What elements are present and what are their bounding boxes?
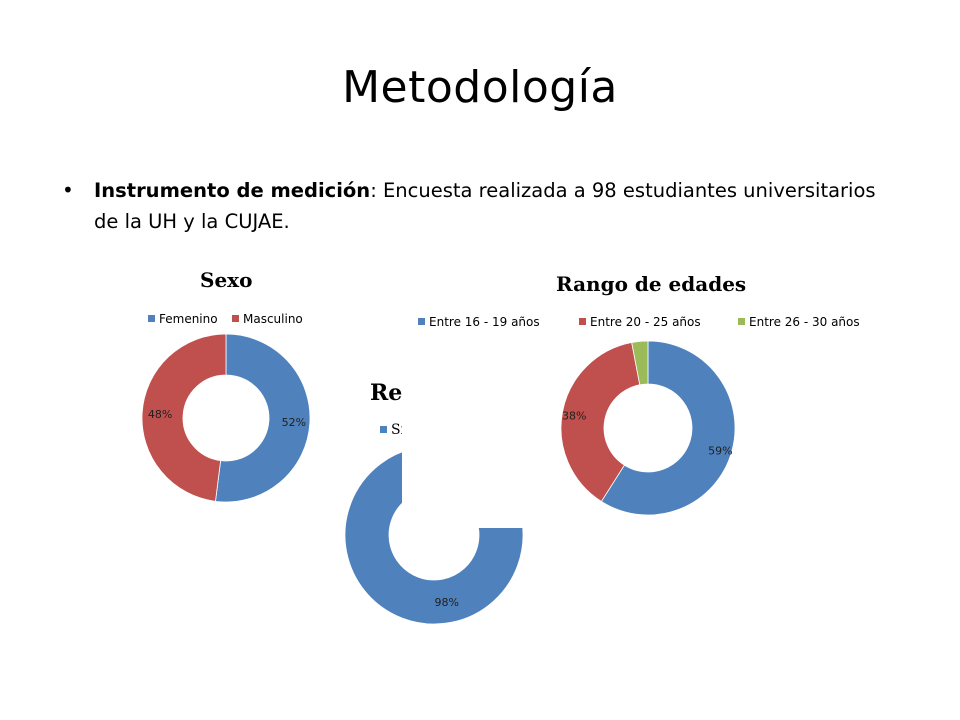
chart-title: Rango de edades xyxy=(556,272,747,296)
legend-item-26-30: Entre 26 - 30 años xyxy=(738,315,860,329)
data-label: 48% xyxy=(148,408,172,421)
bullet-label: Instrumento de medición xyxy=(94,179,371,202)
legend-item-masculino: Masculino xyxy=(232,312,303,326)
bullet-dot: • xyxy=(62,178,74,202)
pie-slice-2 xyxy=(560,342,641,503)
legend-item-20-25: Entre 20 - 25 años xyxy=(579,315,701,329)
pie-slice-1 xyxy=(600,340,736,516)
data-label: 38% xyxy=(562,409,586,422)
pie-slice-2 xyxy=(141,333,227,502)
legend-swatch xyxy=(380,426,387,433)
bullet-text: Instrumento de medición: Encuesta realiz… xyxy=(94,175,894,237)
chart-title: Sexo xyxy=(200,268,253,292)
pie-slice-1 xyxy=(215,333,311,503)
donut-chart-rango-edades: 59% 38% 3% xyxy=(560,336,736,516)
bullet-body: Encuesta realizada a 98 estudiantes univ… xyxy=(94,179,876,233)
legend-swatch xyxy=(579,318,586,325)
data-label: 98% xyxy=(435,596,459,609)
legend-swatch xyxy=(738,318,745,325)
bullet-separator: : xyxy=(370,179,377,202)
pie-slice-3 xyxy=(631,340,649,386)
chart-sexo: Sexo Femenino Masculino 52% 48% xyxy=(134,262,324,522)
legend-item-femenino: Femenino xyxy=(148,312,218,326)
data-label: 52% xyxy=(282,416,306,429)
legend-item-si: Si xyxy=(380,422,405,438)
donut-chart-sexo: 52% 48% xyxy=(141,333,311,503)
legend-swatch xyxy=(418,318,425,325)
data-label: 59% xyxy=(708,445,732,458)
chart-rango-edades: Rango de edades Entre 16 - 19 años Entre… xyxy=(402,266,888,528)
legend-swatch xyxy=(148,315,155,322)
legend-swatch xyxy=(232,315,239,322)
data-label: 3% xyxy=(625,336,642,338)
slide-title: Metodología xyxy=(342,62,618,113)
legend-item-16-19: Entre 16 - 19 años xyxy=(418,315,540,329)
